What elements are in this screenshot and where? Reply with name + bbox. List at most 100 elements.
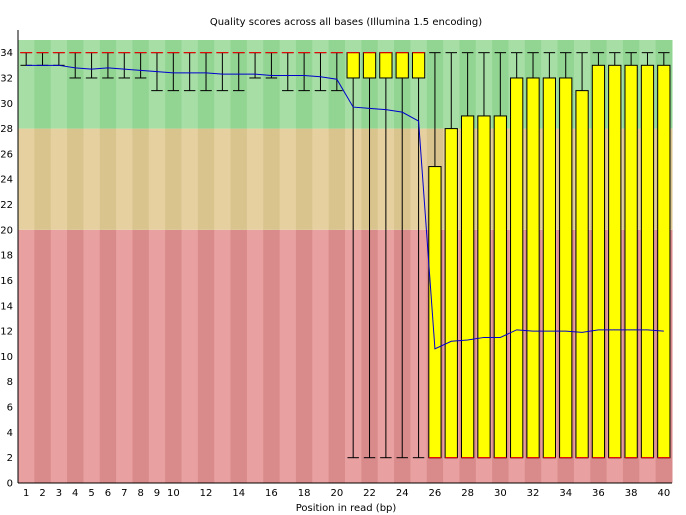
- y-tick-label-0: 0: [7, 479, 13, 490]
- band-1-col-20: [328, 128, 346, 230]
- box-25: [411, 52, 426, 79]
- x-tick-label-6: 6: [105, 488, 111, 499]
- box-36: [591, 64, 606, 459]
- band-1-col-8: [132, 128, 150, 230]
- band-0-col-9: [148, 229, 166, 483]
- band-0-col-6: [99, 229, 117, 483]
- band-2-col-8: [132, 40, 150, 129]
- x-tick-label-14: 14: [232, 488, 245, 499]
- x-tick-labels: 1 2 3 4 5 6 7 8 9 10 12 14 16 18 20 22 24 26 28 30 32 34 36 38 4…: [23, 488, 670, 499]
- band-1-col-6: [99, 128, 117, 230]
- x-tick-label-3: 3: [56, 488, 62, 499]
- x-tick-label-40: 40: [657, 488, 670, 499]
- band-1-col-19: [312, 128, 330, 230]
- band-2-col-1: [18, 40, 35, 129]
- y-tick-label-8: 8: [7, 377, 13, 388]
- axes: [17, 30, 672, 484]
- box-26: [428, 166, 442, 459]
- band-0-col-3: [50, 229, 68, 483]
- medians: [20, 52, 670, 459]
- band-1-col-2: [34, 128, 52, 230]
- x-tick-label-2: 2: [39, 488, 45, 499]
- band-0-col-13: [214, 229, 232, 483]
- box-22: [362, 52, 377, 79]
- x-tick-label-22: 22: [363, 488, 376, 499]
- x-tick-label-7: 7: [121, 488, 127, 499]
- band-0-col-19: [312, 229, 330, 483]
- y-tick-label-34: 34: [0, 48, 13, 59]
- band-1-col-5: [83, 128, 101, 230]
- box-38: [624, 64, 638, 459]
- box-35: [575, 90, 589, 459]
- box-27: [444, 128, 458, 459]
- x-tick-label-30: 30: [494, 488, 507, 499]
- band-0-col-15: [246, 229, 264, 483]
- y-tick-label-28: 28: [0, 124, 13, 135]
- x-tick-label-10: 10: [167, 488, 180, 499]
- x-tick-label-38: 38: [625, 488, 638, 499]
- x-tick-label-32: 32: [527, 488, 540, 499]
- band-2-col-7: [116, 40, 133, 129]
- mean-line: [26, 64, 664, 350]
- band-0-col-17: [279, 229, 297, 483]
- band-0-col-11: [181, 229, 199, 483]
- band-2-col-5: [83, 40, 101, 129]
- y-tick-label-18: 18: [0, 251, 13, 262]
- y-tick-label-4: 4: [7, 428, 13, 439]
- x-tick-label-8: 8: [137, 488, 143, 499]
- y-tick-label-12: 12: [0, 327, 13, 338]
- band-0-col-4: [67, 229, 84, 483]
- y-tick-label-30: 30: [0, 99, 13, 110]
- box-31: [510, 77, 524, 459]
- y-tick-label-24: 24: [0, 175, 13, 186]
- y-tick-label-22: 22: [0, 200, 13, 211]
- band-1-col-17: [279, 128, 297, 230]
- band-0-col-7: [116, 229, 133, 483]
- band-1-col-13: [214, 128, 232, 230]
- y-tick-label-2: 2: [7, 453, 13, 464]
- y-tick-label-6: 6: [7, 403, 13, 414]
- band-0-col-5: [83, 229, 101, 483]
- box-40: [657, 64, 671, 459]
- box-28: [460, 115, 475, 459]
- band-1-col-14: [230, 128, 248, 230]
- x-tick-label-5: 5: [88, 488, 94, 499]
- band-1-col-9: [148, 128, 166, 230]
- y-tick-label-32: 32: [0, 73, 13, 84]
- band-2-col-3: [50, 40, 68, 129]
- y-tick-label-10: 10: [0, 352, 13, 363]
- band-1-col-11: [181, 128, 199, 230]
- y-tick-label-20: 20: [0, 225, 13, 236]
- box-24: [395, 52, 409, 79]
- x-tick-label-12: 12: [200, 488, 213, 499]
- band-1-col-1: [18, 128, 35, 230]
- x-tick-label-18: 18: [298, 488, 311, 499]
- box-39: [640, 64, 655, 459]
- band-1-col-3: [50, 128, 68, 230]
- band-1-col-18: [295, 128, 313, 230]
- background-bands: [18, 40, 673, 483]
- y-tick-label-26: 26: [0, 149, 13, 160]
- x-tick-label-1: 1: [23, 488, 29, 499]
- box-33: [542, 77, 557, 459]
- band-0-col-10: [165, 229, 182, 483]
- x-tick-label-24: 24: [396, 488, 409, 499]
- band-1-col-15: [246, 128, 264, 230]
- x-axis-label: Position in read (bp): [296, 503, 397, 514]
- band-2-col-6: [99, 40, 117, 129]
- box-21: [346, 52, 360, 79]
- box-37: [608, 64, 622, 459]
- band-0-col-12: [197, 229, 215, 483]
- box-34: [559, 77, 573, 459]
- band-2-col-15: [246, 40, 264, 129]
- band-2-col-16: [263, 40, 281, 129]
- mean-quality-line: [26, 64, 664, 350]
- boxes: [346, 52, 671, 459]
- box-29: [477, 115, 491, 459]
- x-tick-label-9: 9: [154, 488, 160, 499]
- x-tick-label-36: 36: [592, 488, 605, 499]
- x-tick-label-20: 20: [330, 488, 343, 499]
- band-1-col-10: [165, 128, 182, 230]
